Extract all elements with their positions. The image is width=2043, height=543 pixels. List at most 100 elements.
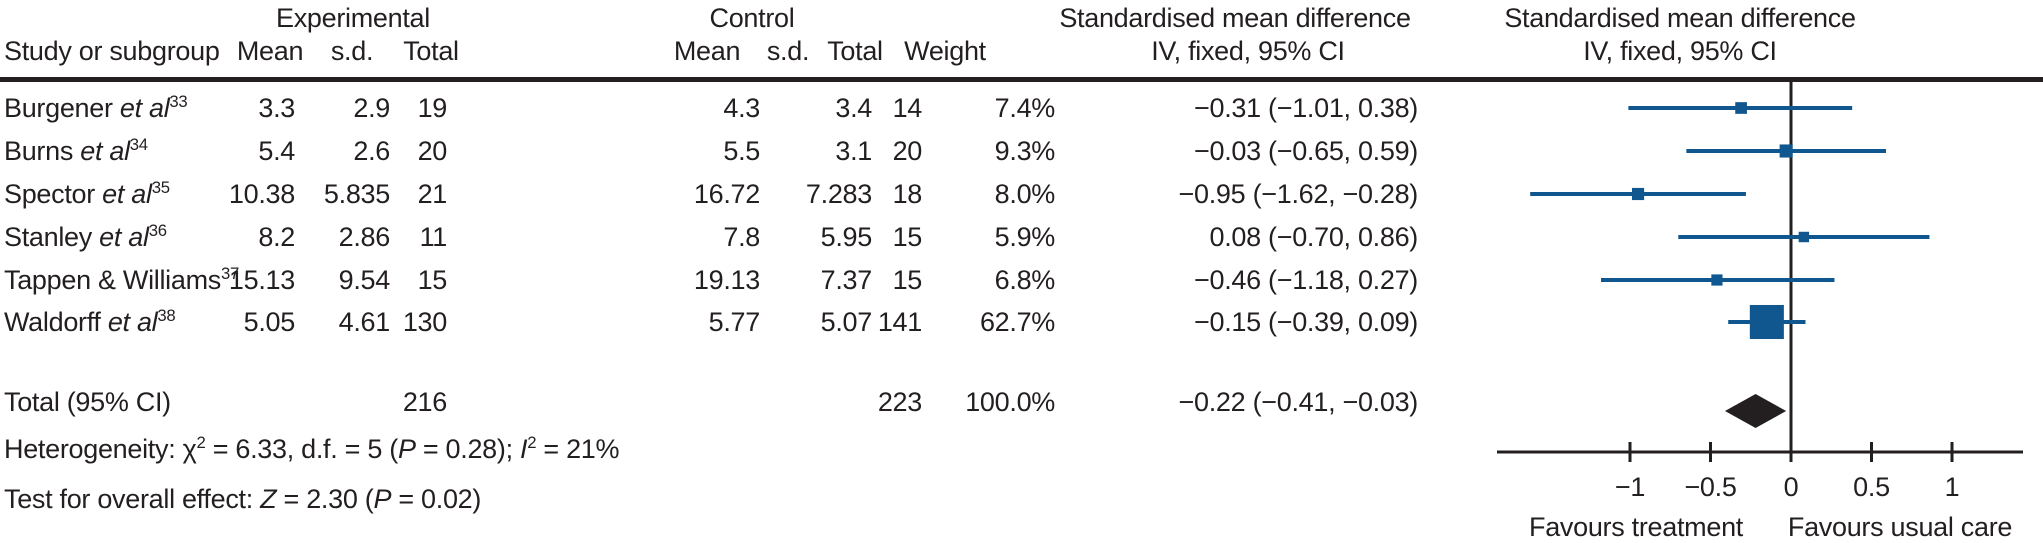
reference-number: 34 bbox=[129, 135, 148, 154]
ctl-sd: 3.4 bbox=[835, 93, 872, 123]
effect-square bbox=[1798, 231, 1810, 243]
ctl-total: 15 bbox=[892, 265, 923, 295]
study-row: Stanley et al36 8.2 2.86 11 7.8 5.95 15 … bbox=[0, 216, 1480, 259]
ctl-total: 15 bbox=[892, 222, 923, 252]
ctl-sd: 3.1 bbox=[835, 136, 872, 166]
total-row: Total (95% CI) 216 223 100.0% −0.22 (−0.… bbox=[0, 381, 1480, 424]
heterogeneity-stats: Heterogeneity: χ2 = 6.33, d.f. = 5 (P = … bbox=[4, 433, 620, 464]
smd-ci: −0.15 (−0.39, 0.09) bbox=[1194, 307, 1418, 337]
exp-mean: 10.38 bbox=[228, 179, 295, 209]
weight: 5.9% bbox=[994, 222, 1056, 252]
ctl-mean: 7.8 bbox=[723, 222, 760, 252]
reference-number: 35 bbox=[151, 178, 170, 197]
effect-square bbox=[1711, 274, 1723, 286]
exp-total: 19 bbox=[417, 93, 448, 123]
exp-sd: 4.61 bbox=[338, 307, 391, 337]
axis-tick-label: 0.5 bbox=[1853, 472, 1890, 502]
exp-mean: 8.2 bbox=[258, 222, 295, 252]
ctl-mean: 4.3 bbox=[723, 93, 760, 123]
forest-plot-panel: −1 −0.5 0 0.5 1 Favours treatment Favours usua… bbox=[1497, 82, 2023, 542]
study-name: Burns et al34 bbox=[4, 135, 148, 166]
header-total-control: Total bbox=[827, 36, 883, 66]
axis-tick-label: 0 bbox=[1784, 472, 1799, 502]
header-total-experimental: Total bbox=[403, 36, 459, 66]
smd-ci-total: −0.22 (−0.41, −0.03) bbox=[1178, 387, 1419, 417]
reference-number: 38 bbox=[157, 306, 176, 325]
reference-number: 36 bbox=[148, 221, 167, 240]
header-divider bbox=[0, 77, 2043, 82]
header-iv-fixed-text: IV, fixed, 95% CI bbox=[1151, 36, 1345, 66]
header-group-experimental: Experimental bbox=[276, 3, 430, 33]
weight: 7.4% bbox=[994, 93, 1056, 123]
smd-ci: 0.08 (−0.70, 0.86) bbox=[1209, 222, 1418, 252]
ctl-total: 141 bbox=[877, 307, 922, 337]
effect-square bbox=[1735, 102, 1747, 114]
ctl-sd: 5.07 bbox=[820, 307, 873, 337]
ctl-mean: 19.13 bbox=[693, 265, 760, 295]
ctl-total: 18 bbox=[892, 179, 923, 209]
reference-number: 33 bbox=[169, 92, 188, 111]
exp-mean: 3.3 bbox=[258, 93, 295, 123]
study-row: Burgener et al33 3.3 2.9 19 4.3 3.4 14 7… bbox=[0, 87, 1480, 130]
ctl-sd: 7.283 bbox=[805, 179, 872, 209]
ctl-mean: 5.5 bbox=[723, 136, 760, 166]
reference-number: 37 bbox=[220, 264, 239, 283]
exp-total: 130 bbox=[402, 307, 447, 337]
smd-ci: −0.46 (−1.18, 0.27) bbox=[1194, 265, 1418, 295]
study-row: Spector et al35 10.38 5.835 21 16.72 7.2… bbox=[0, 173, 1480, 216]
favours-usual-care-label: Favours usual care bbox=[1788, 512, 2012, 542]
ctl-total-sum: 223 bbox=[877, 387, 922, 417]
study-name: Waldorff et al38 bbox=[4, 306, 176, 337]
study-name: Stanley et al36 bbox=[4, 221, 167, 252]
exp-total: 20 bbox=[417, 136, 448, 166]
smd-ci: −0.95 (−1.62, −0.28) bbox=[1178, 179, 1419, 209]
overall-effect-stats: Test for overall effect: Z = 2.30 (P = 0… bbox=[4, 484, 482, 514]
exp-mean: 15.13 bbox=[228, 265, 295, 295]
pooled-diamond bbox=[1724, 394, 1787, 428]
total-label: Total (95% CI) bbox=[4, 387, 171, 417]
effect-square bbox=[1779, 144, 1793, 158]
exp-total: 11 bbox=[419, 222, 448, 252]
header-weight: Weight bbox=[904, 36, 986, 66]
ctl-total: 14 bbox=[892, 93, 923, 123]
smd-ci: −0.03 (−0.65, 0.59) bbox=[1194, 136, 1418, 166]
weight: 9.3% bbox=[994, 136, 1056, 166]
weight: 8.0% bbox=[994, 179, 1056, 209]
effect-square bbox=[1749, 304, 1784, 340]
header-smd-text-column: Standardised mean difference bbox=[1059, 3, 1411, 33]
weight: 6.8% bbox=[994, 265, 1056, 295]
header-group-control: Control bbox=[709, 3, 795, 33]
exp-total: 21 bbox=[417, 179, 448, 209]
ctl-total: 20 bbox=[892, 136, 923, 166]
smd-ci: −0.31 (−1.01, 0.38) bbox=[1194, 93, 1418, 123]
study-row: Burns et al34 5.4 2.6 20 5.5 3.1 20 9.3%… bbox=[0, 130, 1480, 173]
header-sd-experimental: s.d. bbox=[330, 36, 374, 66]
effect-square bbox=[1631, 187, 1645, 201]
axis-tick-label: 1 bbox=[1945, 472, 1960, 502]
ctl-sd: 5.95 bbox=[820, 222, 873, 252]
exp-mean: 5.4 bbox=[258, 136, 295, 166]
exp-total-sum: 216 bbox=[402, 387, 447, 417]
axis-tick-label: −1 bbox=[1615, 472, 1645, 502]
axis-tick-label: −0.5 bbox=[1684, 472, 1736, 502]
study-name: Spector et al35 bbox=[4, 178, 170, 209]
header-sd-control: s.d. bbox=[766, 36, 810, 66]
header-mean-control: Mean bbox=[673, 36, 741, 66]
study-row: Tappen & Williams37 15.13 9.54 15 19.13 … bbox=[0, 259, 1480, 302]
study-name: Tappen & Williams37 bbox=[4, 264, 239, 295]
header-iv-fixed-plot: IV, fixed, 95% CI bbox=[1583, 36, 1777, 66]
weight: 62.7% bbox=[979, 307, 1055, 337]
header-mean-experimental: Mean bbox=[236, 36, 304, 66]
favours-treatment-label: Favours treatment bbox=[1529, 512, 1744, 542]
exp-mean: 5.05 bbox=[243, 307, 296, 337]
exp-sd: 9.54 bbox=[338, 265, 391, 295]
header-smd-plot-column: Standardised mean difference bbox=[1504, 3, 1856, 33]
ctl-mean: 16.72 bbox=[693, 179, 760, 209]
study-row: Waldorff et al38 5.05 4.61 130 5.77 5.07… bbox=[0, 301, 1480, 344]
exp-sd: 2.9 bbox=[353, 93, 390, 123]
header-study-col: Study or subgroup bbox=[4, 36, 220, 66]
ctl-sd: 7.37 bbox=[820, 265, 873, 295]
exp-sd: 5.835 bbox=[323, 179, 390, 209]
exp-sd: 2.86 bbox=[338, 222, 391, 252]
